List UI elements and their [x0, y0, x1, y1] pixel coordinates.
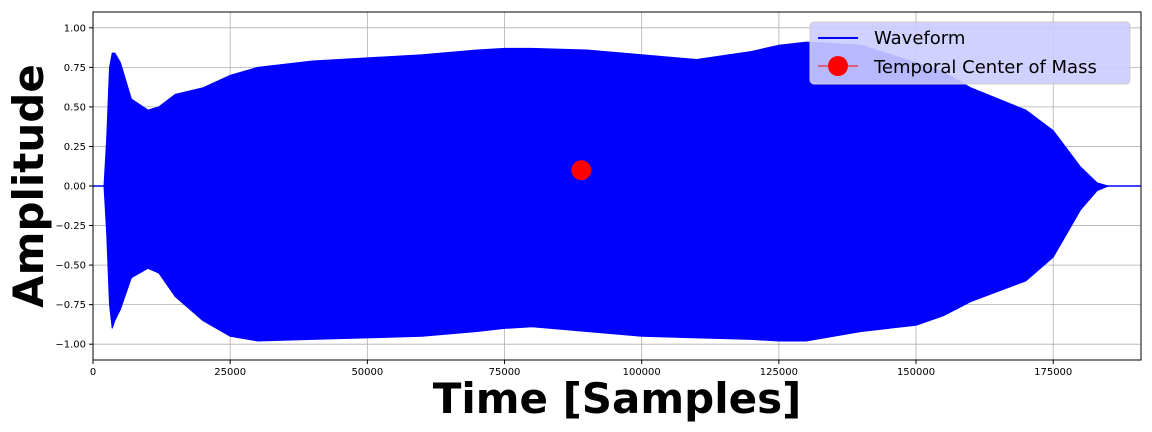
legend-box [809, 21, 1131, 85]
x-tick-label: 0 [90, 367, 96, 378]
waveform-series [93, 41, 1141, 342]
y-tick-label: −0.75 [55, 300, 86, 311]
y-tick-label: 0.00 [64, 182, 86, 193]
y-tick-label: −0.25 [55, 221, 86, 232]
x-tick-label: 100000 [623, 367, 661, 378]
y-tick-label: 0.75 [64, 63, 86, 74]
legend: Waveform Temporal Center of Mass [809, 21, 1131, 85]
legend-waveform-label: Waveform [874, 28, 965, 49]
x-tick-label: 150000 [897, 367, 935, 378]
y-axis-title: Amplitude [4, 64, 53, 308]
y-tick-label: 0.25 [64, 142, 86, 153]
x-tick-label: 125000 [760, 367, 798, 378]
x-tick-label: 50000 [351, 367, 383, 378]
legend-center-of-mass-label: Temporal Center of Mass [873, 57, 1097, 78]
y-axis-ticks: −1.00 −0.75 −0.50 −0.25 0.00 0.25 0.50 0.75 1.00 [55, 23, 93, 351]
plot-area [93, 41, 1141, 342]
x-tick-label: 75000 [489, 367, 521, 378]
y-tick-label: 0.50 [64, 102, 86, 113]
y-tick-label: −1.00 [55, 340, 86, 351]
y-tick-label: −0.50 [55, 261, 86, 272]
x-axis-ticks: 0 25000 50000 75000 100000 125000 150000 175000 [90, 360, 1072, 378]
x-tick-label: 25000 [214, 367, 246, 378]
center-of-mass-marker [571, 160, 592, 181]
x-axis-title: Time [Samples] [433, 374, 802, 423]
y-tick-label: 1.00 [64, 23, 86, 34]
x-tick-label: 175000 [1034, 367, 1072, 378]
legend-center-of-mass-marker [828, 56, 848, 76]
